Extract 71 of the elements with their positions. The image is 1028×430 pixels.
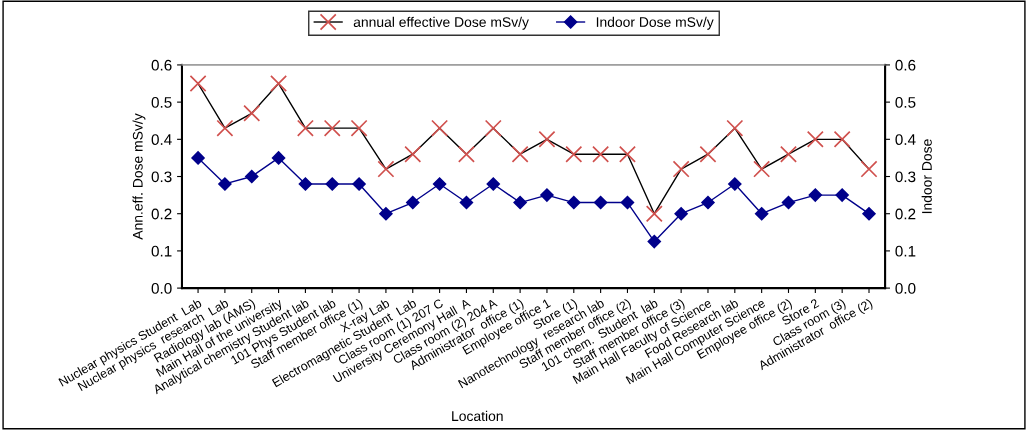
point (350, 119, 368, 137)
y2-tick-label: 0.3 (895, 171, 916, 183)
point (808, 188, 823, 202)
point (781, 195, 796, 210)
point (565, 145, 583, 163)
point (862, 206, 876, 221)
point (618, 145, 636, 163)
point (699, 145, 717, 163)
y-tick-label: 0.2 (151, 208, 172, 220)
point (538, 130, 556, 148)
point (728, 177, 742, 191)
point (511, 145, 529, 163)
point (379, 206, 393, 221)
y-tick-label: 0.3 (151, 171, 172, 183)
y2-axis-title: Indoor Dose (921, 139, 932, 214)
point (780, 145, 797, 163)
point (352, 177, 366, 191)
point (270, 75, 288, 93)
legend-label: annual effective Dose mSv/y (353, 16, 529, 30)
point (592, 145, 610, 163)
point (377, 160, 395, 178)
point (459, 195, 474, 210)
point (701, 195, 715, 210)
point (647, 234, 662, 249)
y-tick-label: 0.1 (151, 245, 172, 257)
point (245, 169, 259, 184)
y-tick-label: 0.5 (151, 96, 172, 108)
y-axis-title: Ann.eff. Dose mSv/y (132, 113, 146, 240)
point (431, 119, 449, 137)
y-tick-label: 0.0 (151, 282, 172, 294)
y-tick-label: 0.6 (151, 59, 172, 71)
point (620, 195, 635, 210)
point (457, 145, 475, 163)
point (271, 151, 286, 165)
point (806, 130, 824, 148)
point (432, 177, 447, 191)
point (754, 206, 769, 221)
x-axis-title: Location (452, 410, 503, 422)
point (189, 75, 207, 93)
point (298, 177, 313, 191)
point (486, 177, 501, 191)
y2-tick-label: 0.2 (895, 208, 916, 220)
y-tick-label: 0.4 (151, 134, 172, 146)
point (323, 119, 341, 137)
point (191, 151, 205, 165)
point (645, 205, 663, 223)
point (243, 104, 261, 122)
point (325, 177, 339, 191)
point (404, 145, 422, 163)
y2-tick-label: 0.5 (895, 96, 916, 108)
y2-tick-label: 0.1 (895, 245, 916, 257)
point (540, 188, 554, 202)
point (593, 195, 608, 210)
point (296, 119, 314, 137)
point (216, 119, 234, 137)
y2-tick-label: 0.4 (895, 134, 916, 146)
legend-label: Indoor Dose mSv/y (596, 16, 714, 30)
point (406, 195, 420, 210)
y2-tick-label: 0.6 (895, 59, 916, 71)
point (567, 195, 581, 210)
point (753, 160, 771, 178)
point (484, 119, 502, 137)
point (860, 160, 878, 178)
y2-tick-label: 0.0 (895, 282, 916, 294)
point (672, 160, 690, 178)
point (833, 130, 851, 148)
point (218, 177, 232, 191)
point (835, 188, 849, 202)
point (513, 195, 527, 210)
point (674, 206, 688, 221)
point (726, 119, 744, 137)
